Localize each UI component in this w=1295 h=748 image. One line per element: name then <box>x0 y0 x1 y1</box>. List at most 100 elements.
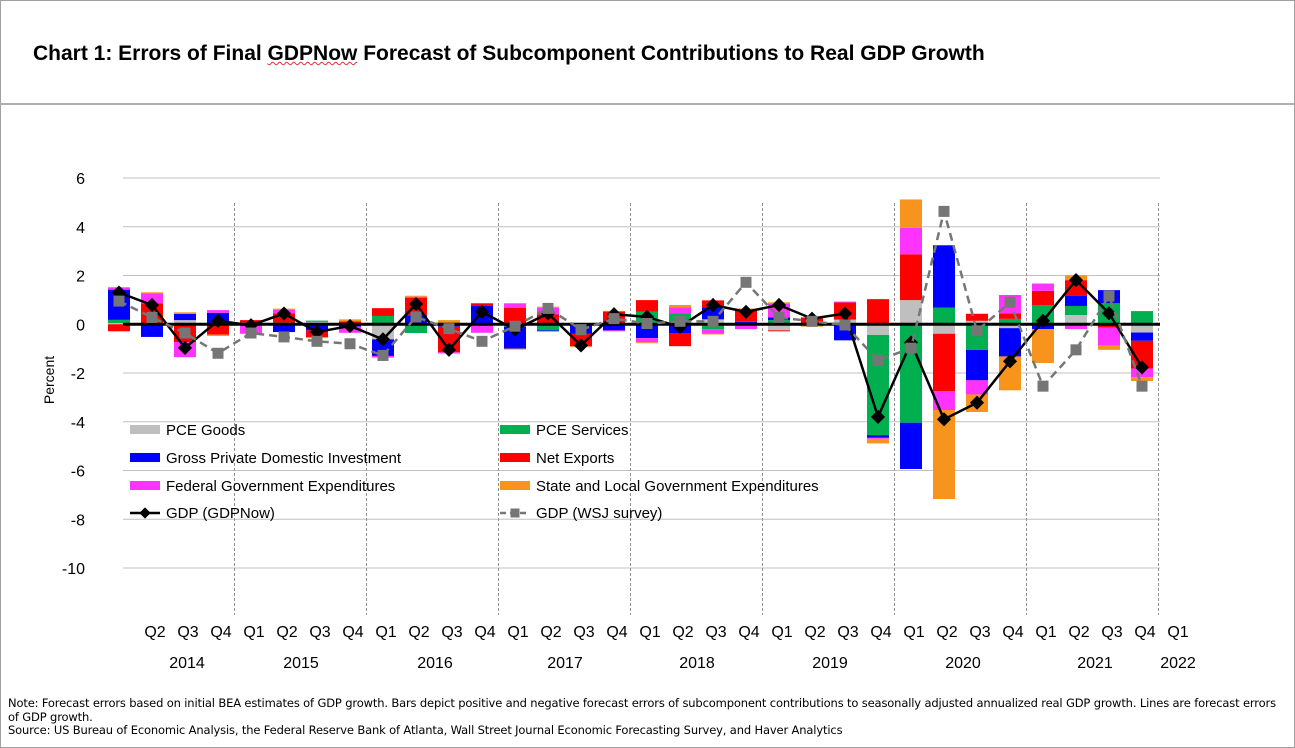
legend-label: Net Exports <box>536 450 614 467</box>
bar-segment <box>1131 377 1153 382</box>
quarter-tick-label: Q1 <box>771 624 792 641</box>
bar-segment <box>174 312 196 315</box>
wsj-marker <box>575 324 587 336</box>
legend-label: GDP (GDPNow) <box>166 505 275 522</box>
bar-segment <box>999 328 1021 357</box>
gdpnow-marker <box>309 324 325 340</box>
wsj-marker <box>608 313 620 325</box>
bar-segment <box>372 324 394 340</box>
legend-label: GDP (WSJ survey) <box>536 505 662 522</box>
bar-segment <box>867 438 889 444</box>
bar-segment <box>438 320 460 324</box>
bar-segment <box>273 324 295 333</box>
bar-segment <box>999 356 1021 391</box>
gdpnow-marker <box>276 306 292 321</box>
quarter-tick-label: Q1 <box>1167 624 1188 641</box>
quarter-tick-label: Q1 <box>903 624 924 641</box>
bar-segment <box>471 303 493 306</box>
bar-segment <box>207 334 229 336</box>
bar-segment <box>669 333 691 347</box>
wsj-marker <box>179 327 191 339</box>
gdpnow-marker <box>870 409 886 424</box>
bar-segment <box>867 435 889 438</box>
quarter-tick-label: Q2 <box>672 624 693 641</box>
legend-swatch <box>130 425 160 434</box>
quarter-tick-label: Q2 <box>1068 624 1089 641</box>
bar-segment <box>471 324 493 333</box>
y-tick-label: -2 <box>71 366 85 383</box>
wsj-marker <box>641 318 653 330</box>
y-tick-label: -6 <box>71 464 85 481</box>
bar-segment <box>504 326 526 349</box>
wsj-marker <box>773 311 785 323</box>
bar-segment <box>636 300 658 312</box>
quarter-tick-label: Q1 <box>1035 624 1056 641</box>
wsj-marker <box>674 315 686 327</box>
quarter-tick-label: Q1 <box>507 624 528 641</box>
year-tick-label: 2015 <box>283 655 319 672</box>
bar-segment <box>372 308 394 316</box>
title-suffix: Forecast of Subcomponent Contributions t… <box>357 42 985 65</box>
bar-segment <box>504 307 526 325</box>
bar-segment <box>702 329 724 334</box>
bar-segment <box>372 315 394 325</box>
y-tick-label: 0 <box>76 317 85 334</box>
quarter-tick-label: Q4 <box>1134 624 1155 641</box>
gdpnow-marker <box>771 297 787 313</box>
bar-segment <box>834 301 856 303</box>
quarter-tick-label: Q3 <box>177 624 198 641</box>
legend-swatch <box>130 481 160 490</box>
year-tick-label: 2020 <box>945 655 981 672</box>
y-tick-label: -8 <box>71 512 85 529</box>
quarter-tick-label: Q3 <box>837 624 858 641</box>
wsj-marker <box>938 205 950 217</box>
wsj-marker <box>443 323 455 335</box>
year-tick-label: 2022 <box>1160 655 1196 672</box>
wsj-marker <box>1004 296 1016 308</box>
wsj-marker <box>278 331 290 343</box>
wsj-marker <box>410 311 422 323</box>
series-line <box>118 278 1144 422</box>
bar-segment <box>768 330 790 332</box>
y-tick-label: -4 <box>71 415 85 432</box>
quarter-tick-label: Q4 <box>342 624 363 641</box>
bar-segment <box>207 324 229 335</box>
gdpnow-marker <box>837 306 853 321</box>
gdpnow-marker <box>969 395 985 410</box>
gdpnow-marker <box>177 340 193 355</box>
gdpnow-marker <box>408 296 424 312</box>
wsj-marker <box>1136 380 1148 392</box>
y-tick-label: 4 <box>76 220 85 237</box>
bar-segment <box>966 313 988 321</box>
bar-segment <box>1032 329 1054 364</box>
quarter-tick-label: Q2 <box>144 624 165 641</box>
gdpnow-marker <box>1035 313 1051 328</box>
bar-segment <box>1098 345 1120 350</box>
wsj-marker <box>707 315 719 327</box>
wsj-marker <box>344 338 356 350</box>
bar-segment <box>669 304 691 308</box>
gdpnow-marker <box>1068 273 1084 288</box>
bar-segment <box>999 318 1021 325</box>
quarter-tick-label: Q3 <box>705 624 726 641</box>
wsj-marker <box>740 276 752 288</box>
quarter-tick-label: Q2 <box>540 624 561 641</box>
wsj-marker <box>905 342 917 354</box>
wsj-marker <box>476 335 488 347</box>
gdpnow-marker <box>144 297 160 313</box>
bar-segment <box>933 245 955 308</box>
bar-segment <box>1065 295 1087 306</box>
gdpnow-marker <box>705 297 721 313</box>
bar-segment <box>504 303 526 308</box>
legend-label: PCE Goods <box>166 422 245 439</box>
bar-segment <box>537 330 559 332</box>
chart-title: Chart 1: Errors of Final GDPNow Forecast… <box>33 42 985 66</box>
bar-segment <box>1131 340 1153 369</box>
wsj-marker <box>113 295 125 307</box>
quarter-tick-label: Q3 <box>441 624 462 641</box>
y-tick-label: 2 <box>76 269 85 286</box>
gdpnow-marker <box>1134 360 1150 375</box>
wsj-marker <box>806 315 818 327</box>
bar-segment <box>900 227 922 255</box>
gdpnow-marker <box>210 313 226 328</box>
